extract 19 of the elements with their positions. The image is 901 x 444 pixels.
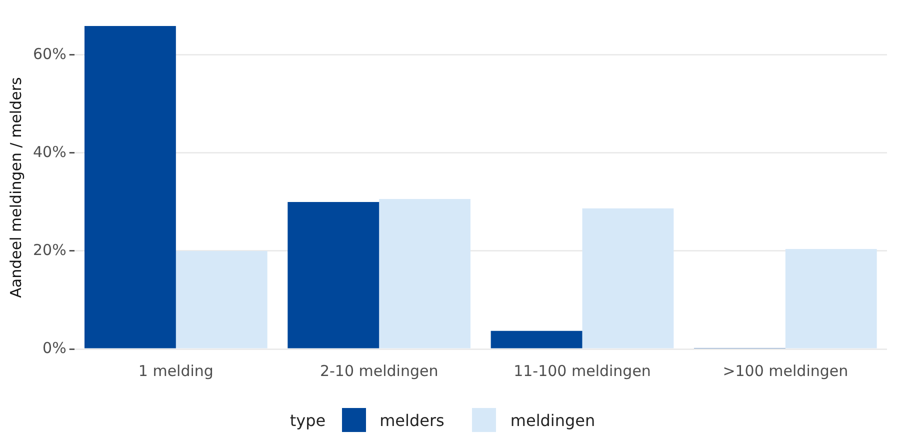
bar bbox=[288, 202, 380, 348]
x-tick-label: 2-10 meldingen bbox=[320, 362, 438, 380]
y-tick-label: 0% bbox=[42, 338, 66, 357]
bar bbox=[582, 208, 674, 348]
x-tick-label: 1 melding bbox=[138, 362, 214, 380]
bar bbox=[176, 250, 268, 348]
bar bbox=[785, 249, 877, 348]
legend-label: meldingen bbox=[510, 410, 596, 430]
legend-title: type bbox=[290, 410, 326, 430]
y-tick-label: 60% bbox=[32, 44, 66, 63]
bar bbox=[379, 199, 471, 348]
bar bbox=[490, 330, 582, 348]
y-tick-label: 40% bbox=[32, 142, 66, 161]
bar bbox=[84, 26, 176, 348]
y-tick-label: 20% bbox=[32, 240, 66, 259]
legend-label: melders bbox=[380, 410, 444, 430]
y-axis-title: Aandeel meldingen / melders bbox=[6, 76, 25, 298]
x-tick-label: 11-100 meldingen bbox=[514, 362, 651, 380]
x-tick-label: >100 meldingen bbox=[722, 362, 848, 380]
